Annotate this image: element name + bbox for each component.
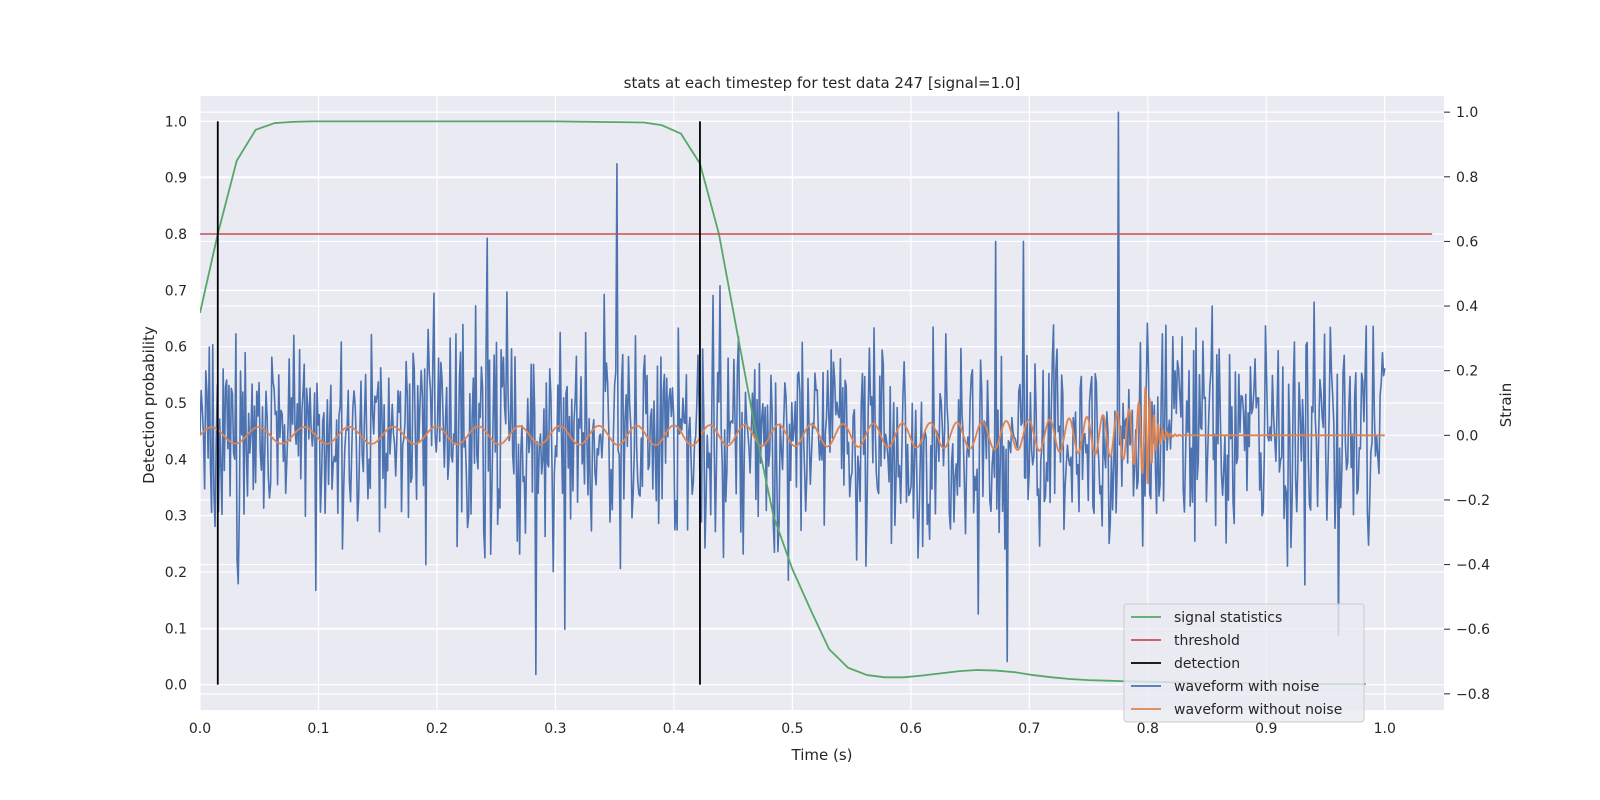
y-left-tick-label: 0.2	[165, 565, 187, 581]
x-tick-label: 0.2	[426, 721, 448, 737]
x-tick-label: 1.0	[1374, 721, 1396, 737]
y-left-tick-label: 0.5	[165, 396, 187, 412]
y-right-tick-label: 0.4	[1456, 299, 1478, 315]
legend-box	[1123, 603, 1365, 723]
legend-item: waveform without noise	[1131, 702, 1342, 718]
x-tick-label: 0.9	[1255, 721, 1277, 737]
x-tick-label: 0.5	[781, 721, 803, 737]
y-right-tick-label: −0.4	[1456, 558, 1490, 574]
x-tick-label: 0.4	[663, 721, 685, 737]
y-right-tick-label: 0.2	[1456, 364, 1478, 380]
y-left-tick-label: 0.8	[165, 227, 187, 243]
x-tick-label: 0.8	[1137, 721, 1159, 737]
chart-title: stats at each timestep for test data 247…	[624, 74, 1021, 92]
y-axis-right-label: Strain	[1497, 383, 1515, 427]
legend: signal statistics threshold detection wavef…	[1123, 603, 1365, 723]
legend-item: signal statistics	[1131, 610, 1282, 626]
x-tick-label: 0.7	[1018, 721, 1040, 737]
legend-item: threshold	[1131, 633, 1240, 649]
y-axis-left-label: Detection probability	[140, 326, 158, 484]
y-right-tick-label: 0.8	[1456, 170, 1478, 186]
y-left-tick-label: 1.0	[165, 114, 187, 130]
legend-label: waveform without noise	[1174, 702, 1342, 718]
x-tick-label: 0.0	[189, 721, 211, 737]
y-left-tick-label: 0.6	[165, 340, 187, 356]
legend-label: waveform with noise	[1174, 679, 1319, 695]
y-left-tick-label: 0.3	[165, 509, 187, 525]
legend-label: signal statistics	[1174, 610, 1282, 626]
y-right-tick-label: −0.2	[1456, 493, 1490, 509]
legend-item: waveform with noise	[1131, 679, 1319, 695]
series-line-signal-statistics	[200, 120, 1366, 685]
y-right-tick-label: 1.0	[1456, 105, 1478, 121]
x-axis: 0.0 0.1 0.2 0.3 0.4 0.5 0.6 0.7 0.8 0.9 1.0	[189, 721, 1396, 737]
x-axis-label: Time (s)	[791, 746, 853, 764]
y-axis-right: −0.8 −0.6 −0.4 −0.2 0.0 0.2 0.4 0.6 0.8 1.0	[1444, 105, 1490, 703]
y-right-tick-label: −0.6	[1456, 622, 1490, 638]
y-right-tick-label: 0.6	[1456, 234, 1478, 250]
y-left-tick-label: 0.4	[165, 452, 187, 468]
y-right-tick-label: 0.0	[1456, 428, 1478, 444]
legend-label: detection	[1174, 656, 1240, 672]
x-tick-label: 0.1	[307, 721, 329, 737]
y-left-tick-label: 0.1	[165, 621, 187, 637]
y-left-tick-label: 0.9	[165, 171, 187, 187]
plot-content	[200, 111, 1433, 685]
legend-item: detection	[1131, 656, 1240, 672]
y-left-tick-label: 0.7	[165, 283, 187, 299]
x-tick-label: 0.3	[544, 721, 566, 737]
series-line-waveform-with-noise	[200, 111, 1386, 676]
y-left-tick-label: 0.0	[165, 678, 187, 694]
x-tick-label: 0.6	[900, 721, 922, 737]
legend-label: threshold	[1174, 633, 1240, 649]
series-line-waveform-without-noise	[200, 386, 1386, 485]
y-right-tick-label: −0.8	[1456, 687, 1490, 703]
y-axis-left: 0.0 0.1 0.2 0.3 0.4 0.5 0.6 0.7 0.8 0.9 1.0	[165, 114, 187, 693]
